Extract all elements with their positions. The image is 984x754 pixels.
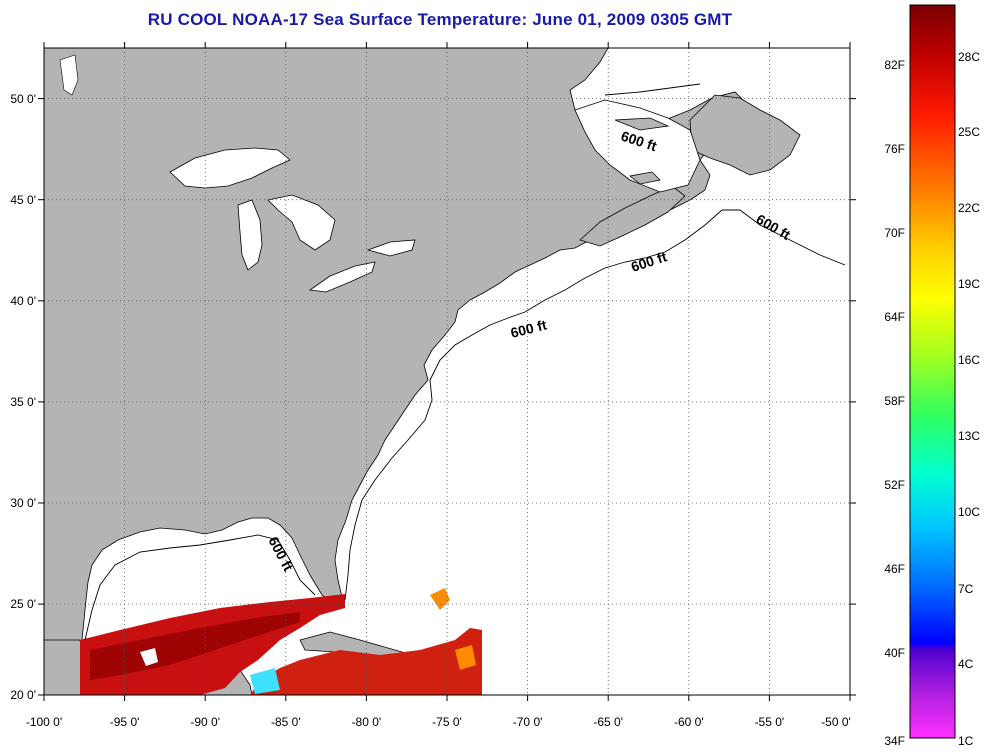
lake-superior — [169, 147, 291, 189]
sst-swath-caribbean — [250, 628, 482, 695]
contour-600ft-labrador — [604, 83, 701, 96]
cb-c-7: 7C — [958, 582, 974, 596]
cb-f-76: 76F — [884, 142, 905, 156]
colorbar-celsius-labels: 28C 25C 22C 19C 16C 13C 10C 7C 4C 1C — [958, 50, 980, 748]
lake-winnipeg-area — [59, 54, 79, 96]
cb-f-52: 52F — [884, 478, 905, 492]
colorbar-gradient — [909, 4, 956, 739]
cb-c-1: 1C — [958, 734, 974, 748]
cb-f-40: 40F — [884, 646, 905, 660]
cb-f-46: 46F — [884, 562, 905, 576]
colorbar-fahrenheit-labels: 82F 76F 70F 64F 58F 52F 46F 40F 34F — [884, 58, 905, 748]
lat-label-50: 50 0' — [10, 92, 36, 106]
lat-tick-labels: 50 0' 45 0' 40 0' 35 0' 30 0' 25 0' 20 0… — [10, 92, 36, 702]
lon-label-65: -65 0' — [593, 715, 623, 729]
cb-f-58: 58F — [884, 394, 905, 408]
lake-ontario — [366, 239, 416, 257]
lon-label-95: -95 0' — [110, 715, 140, 729]
cb-c-13: 13C — [958, 429, 980, 443]
cb-c-4: 4C — [958, 657, 974, 671]
cb-c-22: 22C — [958, 201, 980, 215]
lat-ticks — [38, 98, 856, 696]
lon-label-60: -60 0' — [674, 715, 704, 729]
lat-label-30: 30 0' — [10, 496, 36, 510]
sst-patch-orange-2 — [455, 645, 476, 670]
cb-c-10: 10C — [958, 505, 980, 519]
lon-label-50: -50 0' — [821, 715, 851, 729]
land-newfoundland — [689, 94, 801, 176]
lat-label-25: 25 0' — [10, 597, 36, 611]
lon-label-70: -70 0' — [513, 715, 543, 729]
cb-c-19: 19C — [958, 277, 980, 291]
cb-c-16: 16C — [958, 353, 980, 367]
cb-f-70: 70F — [884, 226, 905, 240]
land-nova-scotia — [579, 185, 686, 247]
colorbar: 82F 76F 70F 64F 58F 52F 46F 40F 34F 28C … — [884, 4, 980, 748]
sst-patch-orange — [430, 588, 450, 610]
sst-patch-cyan — [250, 668, 280, 694]
cb-f-34: 34F — [884, 734, 905, 748]
cb-f-82: 82F — [884, 58, 905, 72]
land-anticosti — [614, 117, 670, 131]
lon-label-55: -55 0' — [755, 715, 785, 729]
lon-label-80: -80 0' — [352, 715, 382, 729]
contour-600ft-atlantic — [344, 209, 846, 601]
land-pei — [629, 171, 661, 185]
sst-swath-dark — [90, 612, 300, 680]
lon-tick-labels: -100 0' -95 0' -90 0' -85 0' -80 0' -75 … — [26, 715, 851, 729]
lat-label-45: 45 0' — [10, 193, 36, 207]
lake-erie — [308, 261, 376, 293]
lon-label-85: -85 0' — [271, 715, 301, 729]
lake-michigan — [237, 199, 263, 271]
cb-c-28: 28C — [958, 50, 980, 64]
contour-600ft-gulf — [84, 534, 316, 641]
lon-label-75: -75 0' — [432, 715, 462, 729]
sst-patch-white — [140, 648, 158, 666]
map-title: RU COOL NOAA-17 Sea Surface Temperature:… — [147, 10, 733, 29]
lat-label-20: 20 0' — [10, 688, 36, 702]
lon-ticks — [43, 42, 851, 701]
cb-f-64: 64F — [884, 310, 905, 324]
lat-label-40: 40 0' — [10, 294, 36, 308]
lon-label-90: -90 0' — [190, 715, 220, 729]
lon-label-100: -100 0' — [26, 715, 62, 729]
lat-label-35: 35 0' — [10, 395, 36, 409]
cb-c-25: 25C — [958, 125, 980, 139]
gulf-st-lawrence — [574, 99, 701, 193]
